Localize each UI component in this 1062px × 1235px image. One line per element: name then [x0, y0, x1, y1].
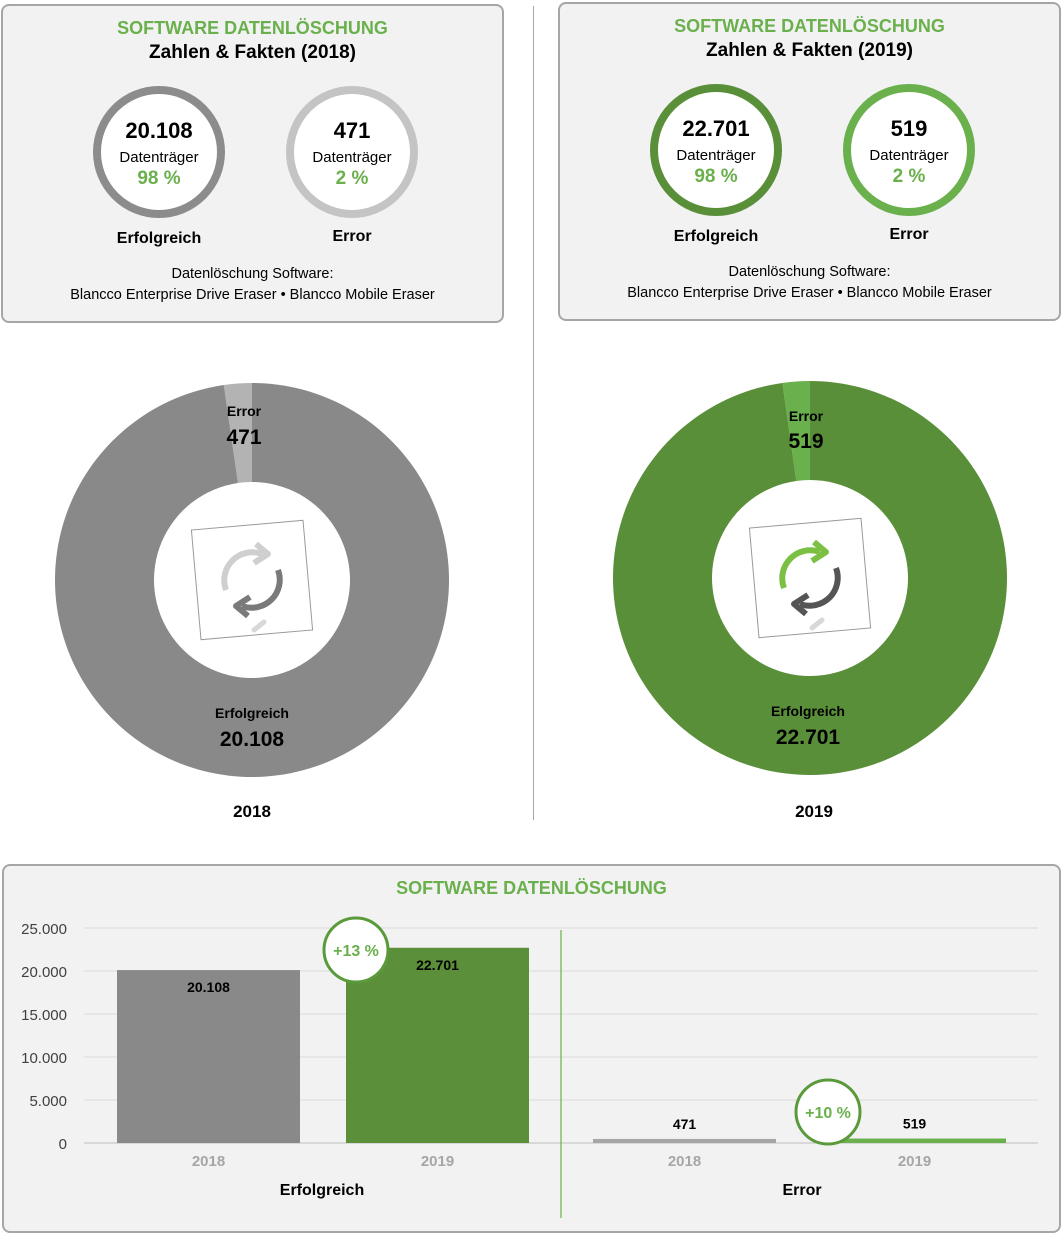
bar-error-2019 — [823, 1138, 1006, 1143]
bar-erfolgreich-2018 — [117, 970, 300, 1143]
error-count: 471 — [333, 118, 371, 143]
success-label: Erfolgreich — [116, 230, 202, 247]
pie-slice-erfolgreich — [613, 381, 1007, 775]
vertical-divider — [533, 6, 534, 820]
card-title: SOFTWARE DATENLÖSCHUNG — [674, 16, 945, 36]
refresh-arrows-icon — [190, 519, 314, 641]
error-count: 519 — [890, 116, 928, 141]
software-footnote: Datenlöschung Software: Blancco Enterpri… — [560, 262, 1059, 304]
group-label-error: Error — [782, 1182, 821, 1199]
success-percent: 98 % — [137, 168, 181, 189]
y-tick-label: 10.000 — [21, 1050, 67, 1067]
summary-card-2018: SOFTWARE DATENLÖSCHUNG Zahlen & Fakten (… — [1, 4, 504, 323]
pie-label-error: Error — [789, 408, 824, 424]
change-badge — [322, 916, 390, 984]
card-subtitle: Zahlen & Fakten (2018) — [149, 42, 356, 63]
bar-value-label: 22.701 — [416, 957, 459, 973]
footnote-products: Blancco Enterprise Drive Eraser • Blancc… — [70, 287, 435, 303]
bar-chart: 0 5.000 10.000 15.000 20.000 25.000 20.108 201… — [21, 916, 1038, 1218]
pie-year-2018: 2018 — [233, 802, 271, 821]
pie-value-success: 20.108 — [220, 728, 285, 751]
change-badge — [794, 1078, 862, 1146]
error-ring: 519 Datenträger 2 % — [843, 84, 975, 216]
pie-year-2019: 2019 — [795, 802, 833, 821]
y-tick-label: 0 — [59, 1136, 67, 1153]
error-unit: Datenträger — [312, 149, 392, 166]
card-title: SOFTWARE DATENLÖSCHUNG — [117, 18, 388, 38]
bar-value-label: 471 — [673, 1116, 697, 1132]
summary-card-2019: SOFTWARE DATENLÖSCHUNG Zahlen & Fakten (… — [558, 2, 1061, 321]
pie-label-error: Error — [227, 403, 262, 419]
change-badge-label: +10 % — [805, 1105, 851, 1122]
pie-label-success: Erfolgreich — [771, 703, 845, 719]
success-ring: 22.701 Datenträger 98 % — [650, 84, 782, 216]
donut-chart-2018: Error 471 Erfolgreich 20.108 — [55, 383, 449, 777]
error-unit: Datenträger — [869, 147, 949, 164]
change-badge-label: +13 % — [333, 943, 379, 960]
pie-slice-error — [223, 383, 252, 484]
bar-erfolgreich-2019 — [346, 947, 529, 1143]
x-tick-label: 2019 — [898, 1153, 931, 1170]
error-label: Error — [332, 228, 372, 245]
x-tick-label: 2018 — [192, 1153, 225, 1170]
pie-value-error: 519 — [788, 430, 823, 453]
bar-panel-title: SOFTWARE DATENLÖSCHUNG — [396, 878, 667, 898]
success-count: 22.701 — [682, 116, 750, 141]
pie-slice-error — [782, 381, 810, 481]
success-unit: Datenträger — [119, 149, 199, 166]
y-tick-label: 20.000 — [21, 964, 67, 981]
x-tick-label: 2018 — [668, 1153, 701, 1170]
pie-value-success: 22.701 — [776, 726, 841, 749]
error-percent: 2 % — [335, 168, 369, 189]
footnote-products: Blancco Enterprise Drive Eraser • Blancc… — [627, 285, 992, 301]
card-subtitle: Zahlen & Fakten (2019) — [706, 40, 913, 61]
error-percent: 2 % — [892, 166, 926, 187]
pie-label-success: Erfolgreich — [215, 705, 289, 721]
y-tick-label: 5.000 — [29, 1093, 67, 1110]
refresh-arrows-icon — [748, 517, 872, 639]
success-ring: 20.108 Datenträger 98 % — [93, 86, 225, 218]
bar-error-2018 — [593, 1138, 776, 1143]
x-tick-label: 2019 — [421, 1153, 454, 1170]
success-label: Erfolgreich — [673, 228, 759, 245]
pie-slice-erfolgreich — [55, 383, 449, 777]
pie-value-error: 471 — [226, 426, 261, 449]
error-label: Error — [889, 226, 929, 243]
footnote-label: Datenlöschung Software: — [171, 266, 334, 282]
success-unit: Datenträger — [676, 147, 756, 164]
y-tick-label: 15.000 — [21, 1007, 67, 1024]
bar-value-label: 20.108 — [187, 979, 230, 995]
group-label-success: Erfolgreich — [280, 1182, 364, 1199]
success-count: 20.108 — [125, 118, 193, 143]
success-percent: 98 % — [694, 166, 738, 187]
software-footnote: Datenlöschung Software: Blancco Enterpri… — [3, 264, 502, 306]
bar-value-label: 519 — [903, 1116, 927, 1132]
y-tick-label: 25.000 — [21, 921, 67, 938]
footnote-label: Datenlöschung Software: — [728, 264, 891, 280]
donut-chart-2019: Error 519 Erfolgreich 22.701 — [613, 381, 1007, 775]
error-ring: 471 Datenträger 2 % — [286, 86, 418, 218]
